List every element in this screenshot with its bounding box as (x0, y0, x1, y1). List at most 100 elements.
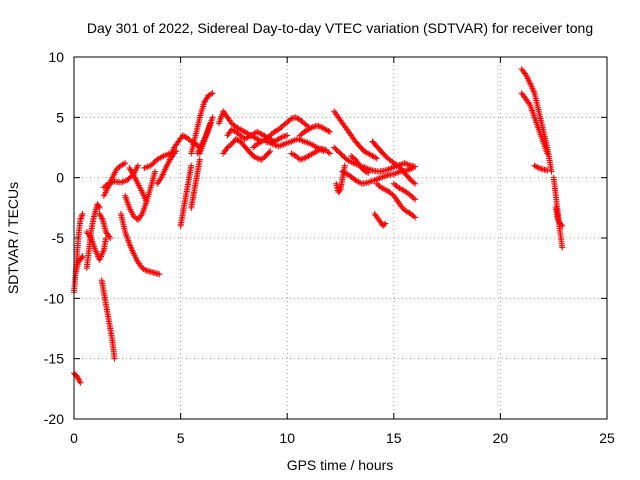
series-s30 (333, 162, 348, 196)
data-point (382, 220, 389, 227)
data-point (412, 214, 419, 221)
series-s11 (122, 168, 159, 223)
y-tick-label: 10 (48, 49, 64, 65)
data-point (79, 210, 86, 217)
data-point (326, 150, 333, 157)
series-s34 (373, 180, 419, 221)
data-point (111, 355, 118, 362)
data-point (188, 162, 195, 169)
data-point (534, 164, 541, 171)
series-s18 (188, 90, 216, 157)
data-point (152, 168, 159, 175)
series-s28 (331, 108, 380, 162)
data-point (410, 213, 417, 220)
plot-frame (73, 56, 608, 420)
data-point (363, 169, 370, 176)
series-s7 (96, 210, 114, 241)
data-point (267, 148, 274, 155)
data-point (120, 160, 127, 167)
series-s22 (220, 136, 274, 163)
data-point (107, 235, 114, 241)
y-tick-label: -20 (44, 411, 64, 427)
data-point (96, 204, 103, 211)
data-point (77, 379, 84, 386)
grid-lines (74, 57, 607, 419)
data-point (410, 179, 417, 186)
data-point (196, 156, 203, 163)
series-s2 (71, 210, 86, 296)
series-s17 (188, 156, 203, 211)
series-s12 (126, 165, 150, 205)
data-point (412, 196, 419, 203)
series-s38 (518, 90, 551, 157)
data-point (558, 221, 565, 228)
series-s3 (73, 253, 86, 275)
data-point (544, 150, 551, 157)
data-point (78, 254, 85, 261)
x-tick-labels: 0 5 10 15 20 25 (70, 430, 615, 446)
series-s35 (371, 210, 389, 229)
data-point (365, 169, 372, 176)
x-tick-label: 15 (386, 430, 402, 446)
y-tick-label: 0 (56, 170, 64, 186)
data-point (143, 198, 150, 205)
data-point (209, 90, 216, 97)
data-point (156, 271, 163, 278)
data-point (325, 128, 332, 135)
data-point (341, 162, 348, 169)
axis-ticks (73, 56, 608, 420)
series-s9 (100, 162, 141, 191)
data-point (208, 91, 215, 98)
series-s24 (250, 114, 312, 151)
y-axis-label: SDTVAR / TECUs (5, 182, 21, 294)
series-s1 (71, 370, 84, 386)
data-point (142, 266, 149, 273)
series-s25 (262, 136, 327, 155)
data-point (252, 154, 259, 161)
data-point (78, 212, 85, 219)
data-point (266, 149, 273, 156)
y-tick-label: -5 (52, 230, 65, 246)
data-point (103, 181, 110, 188)
series-s26 (288, 145, 333, 163)
series-s20 (194, 120, 214, 157)
chart-title: Day 301 of 2022, Sidereal Day-to-day VTE… (87, 20, 593, 36)
data-point (209, 114, 216, 121)
data-point (207, 120, 214, 127)
data-point (372, 154, 379, 161)
series-s16 (177, 162, 195, 229)
x-tick-label: 20 (493, 430, 509, 446)
data-point (559, 244, 566, 251)
y-tick-label: -10 (44, 290, 64, 306)
series-s10 (117, 210, 163, 278)
series-s39 (531, 162, 551, 174)
data-point (78, 213, 85, 220)
data-point (373, 155, 380, 162)
data-point (410, 195, 417, 202)
data-point (412, 180, 419, 187)
data-point (544, 167, 551, 174)
series-s6 (98, 277, 118, 362)
data-point (75, 376, 82, 383)
series-s5 (83, 228, 109, 263)
data-point (393, 169, 400, 176)
data-point (79, 253, 86, 260)
series-s4 (83, 201, 103, 272)
data-point (77, 215, 84, 222)
data-point (548, 168, 555, 175)
x-tick-label: 25 (599, 430, 615, 446)
series-s36 (390, 180, 419, 203)
x-tick-label: 10 (279, 430, 295, 446)
data-point (122, 160, 129, 167)
x-tick-label: 0 (70, 430, 78, 446)
data-point (325, 149, 332, 156)
series-s27 (296, 122, 333, 139)
data-point (409, 165, 416, 172)
y-tick-label: 5 (56, 109, 64, 125)
data-points (71, 66, 566, 386)
x-tick-label: 5 (177, 430, 185, 446)
data-point (326, 128, 333, 135)
data-point (284, 132, 291, 139)
series-s15 (166, 132, 203, 163)
